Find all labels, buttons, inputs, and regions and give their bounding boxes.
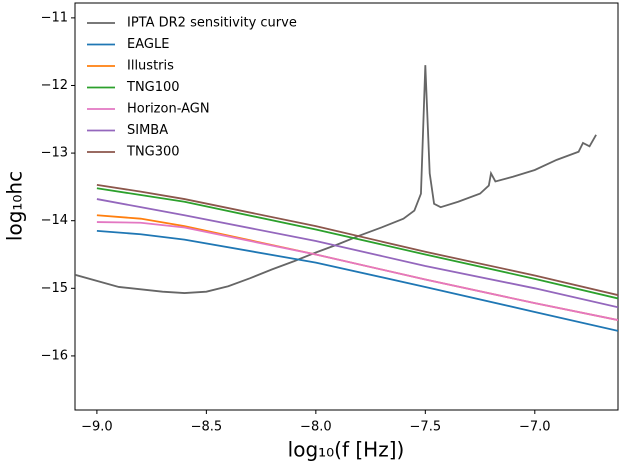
series-line bbox=[96, 187, 618, 300]
x-axis-label: log₁₀(f [Hz]) bbox=[288, 438, 405, 462]
series-line bbox=[96, 229, 618, 332]
plot-frame bbox=[74, 2, 619, 411]
x-tick-label: −7.0 bbox=[519, 420, 551, 435]
x-tick-label: −8.5 bbox=[191, 420, 223, 435]
series-line bbox=[96, 221, 618, 321]
legend-label: TNG300 bbox=[126, 145, 180, 160]
series-line bbox=[96, 183, 618, 296]
x-tick-label: −7.5 bbox=[410, 420, 442, 435]
legend-label: TNG100 bbox=[126, 80, 180, 95]
legend-label: Horizon-AGN bbox=[127, 102, 210, 117]
x-tick-label: −9.0 bbox=[81, 420, 113, 435]
legend-label: EAGLE bbox=[127, 37, 169, 52]
series-group bbox=[75, 65, 618, 332]
y-tick-label: −13 bbox=[41, 146, 68, 161]
legend-label: Illustris bbox=[127, 59, 174, 74]
series-line bbox=[75, 65, 597, 294]
y-axis-label: log₁₀hc bbox=[3, 171, 27, 241]
legend-label: IPTA DR2 sensitivity curve bbox=[127, 16, 297, 31]
legend-label: SIMBA bbox=[127, 123, 168, 138]
series-line bbox=[96, 198, 618, 309]
x-tick-label: −8.0 bbox=[300, 420, 332, 435]
y-tick-label: −14 bbox=[41, 213, 68, 228]
y-tick-label: −11 bbox=[41, 10, 68, 25]
y-tick-label: −15 bbox=[41, 281, 68, 296]
y-tick-label: −16 bbox=[41, 348, 68, 363]
y-tick-label: −12 bbox=[41, 78, 68, 93]
